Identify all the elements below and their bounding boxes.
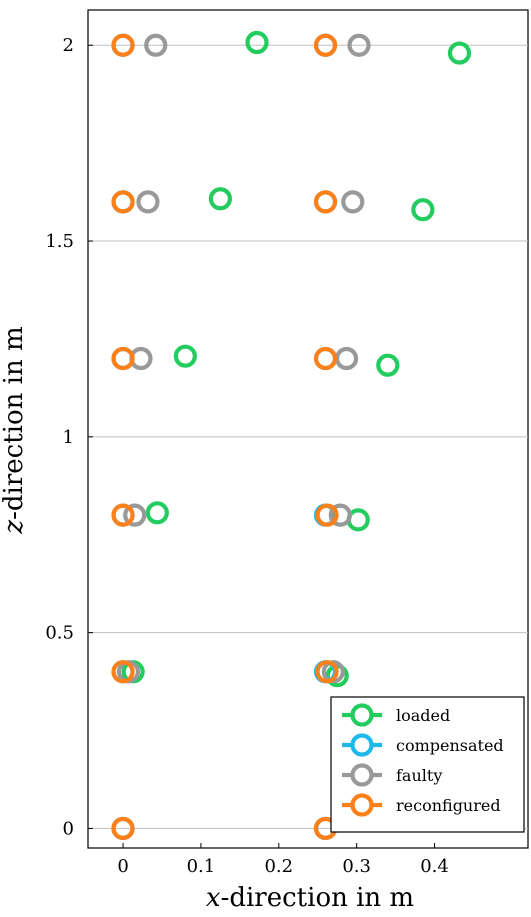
data-point-faulty (341, 190, 365, 214)
x-tick-label: 0 (117, 856, 128, 877)
data-point-faulty (347, 33, 371, 57)
data-point-loaded (376, 353, 400, 377)
plot-area (87, 9, 529, 849)
data-points (111, 30, 472, 841)
data-point-loaded (245, 30, 269, 55)
legend-marker-compensated (350, 733, 374, 757)
y-tick-label: 0.5 (45, 623, 74, 644)
x-tick-label: 0.4 (420, 856, 449, 877)
data-point-reconfigured (111, 346, 135, 371)
legend-label-compensated: compensated (396, 736, 504, 755)
x-axis-label: x-direction in m (206, 883, 414, 913)
y-tick-label: 1.5 (45, 231, 74, 252)
data-point-faulty (136, 190, 160, 214)
data-point-reconfigured (313, 346, 338, 371)
data-point-reconfigured (315, 660, 339, 684)
data-point-reconfigured (111, 660, 135, 684)
legend-label-faulty: faulty (396, 766, 442, 785)
data-point-loaded (145, 501, 169, 525)
legend-label-loaded: loaded (396, 706, 450, 725)
data-point-reconfigured (111, 190, 135, 214)
y-tick-label: 2 (63, 35, 74, 56)
data-point-reconfigured (111, 33, 135, 57)
legend: loaded compensated faulty reconfigured (330, 696, 525, 833)
data-point-faulty (334, 346, 359, 371)
series-reconfigured (111, 33, 339, 841)
legend-marker-reconfigured (350, 793, 374, 817)
data-point-loaded (173, 344, 197, 368)
legend-marker-loaded (350, 703, 374, 727)
data-point-reconfigured (313, 33, 338, 57)
y-tick-label: 1 (63, 427, 74, 448)
data-point-loaded (447, 41, 472, 65)
data-point-faulty (328, 503, 352, 527)
y-tick-label: 0 (63, 818, 74, 839)
y-axis-ticks: 0 0.5 1 1.5 2 (45, 35, 93, 839)
x-tick-label: 0.2 (264, 856, 293, 877)
legend-label-reconfigured: reconfigured (396, 796, 501, 815)
data-point-faulty (144, 33, 168, 57)
x-axis-ticks: 0 0.1 0.2 0.3 0.4 (117, 843, 449, 877)
data-point-loaded (208, 187, 232, 211)
x-tick-label: 0.1 (187, 856, 216, 877)
data-point-loaded (411, 198, 435, 222)
data-point-reconfigured (111, 816, 135, 841)
data-point-reconfigured (315, 503, 339, 527)
data-point-reconfigured (111, 503, 135, 527)
data-point-reconfigured (313, 190, 338, 214)
y-axis-label: z-direction in m (0, 326, 29, 534)
x-tick-label: 0.3 (342, 856, 371, 877)
legend-marker-faulty (350, 763, 374, 787)
data-point-faulty (123, 503, 147, 527)
